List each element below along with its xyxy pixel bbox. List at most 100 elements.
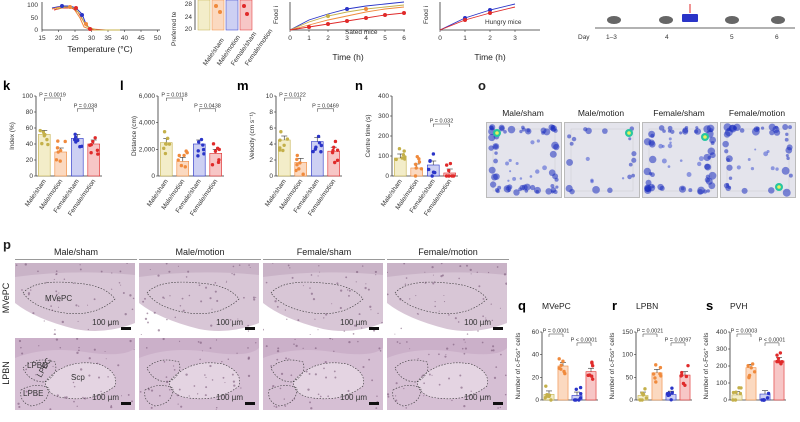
p-value: P = 0.0118: [161, 93, 187, 99]
data-point: [179, 163, 184, 168]
histology-row-label: MVePC: [1, 282, 11, 314]
day-label: Day: [578, 34, 590, 41]
heatmap-title: Female/motion: [728, 108, 786, 118]
data-point: [285, 137, 290, 141]
bar: [311, 141, 324, 177]
region-label: Scp: [71, 373, 85, 382]
temp-xtick: 50: [154, 35, 162, 42]
data-point: [654, 380, 658, 384]
sated-xtick: 4: [364, 35, 368, 42]
data-point: [201, 147, 206, 152]
food-ylabel: Food i: [273, 6, 280, 24]
data-point: [590, 360, 594, 364]
data-point: [202, 152, 206, 156]
scale-bar-label: 100 µm: [340, 393, 367, 402]
temp-xtick: 25: [71, 35, 79, 42]
data-point: [211, 142, 216, 146]
p-value: P = 0.0097: [665, 337, 692, 343]
data-point: [282, 143, 286, 147]
data-point: [417, 160, 422, 164]
temp-xtick: 30: [88, 35, 96, 42]
scale-bar-label: 100 µm: [216, 318, 243, 327]
activity-heatmap: [720, 122, 796, 198]
histology-column-title: Female/motion: [387, 247, 509, 260]
data-point: [578, 385, 583, 390]
heatmap-title: Male/sham: [502, 108, 544, 118]
data-point: [686, 363, 690, 368]
data-point: [183, 165, 187, 169]
y-tick-label: 6: [269, 125, 273, 132]
y-axis-label: Centre time (s): [365, 115, 372, 158]
data-point: [176, 158, 180, 162]
data-point: [427, 167, 431, 172]
data-point: [46, 142, 50, 147]
data-point: [451, 174, 456, 178]
bottom-charts: q r s MVePC LPBN PVH 0 20 40 60 Number of c-…: [515, 298, 786, 404]
data-point: [775, 359, 779, 364]
data-point: [430, 174, 434, 178]
temp-xtick: 20: [55, 35, 63, 42]
hungry-xtick: 3: [513, 35, 517, 42]
data-point: [574, 387, 578, 391]
pref-ytick: 28: [185, 1, 193, 8]
data-point: [414, 162, 418, 167]
data-point: [201, 143, 205, 147]
panel-label-o: o: [478, 78, 486, 93]
y-tick-label: 10: [266, 93, 274, 100]
data-point: [177, 153, 181, 158]
data-point: [447, 174, 451, 178]
p-value: P = 0.0469: [312, 103, 339, 109]
data-point: [301, 172, 305, 176]
y-tick-label: 20: [26, 157, 34, 164]
data-point: [669, 398, 673, 402]
data-point: [298, 161, 302, 165]
data-point: [734, 390, 738, 394]
data-point: [295, 157, 299, 162]
data-point: [559, 363, 563, 367]
p-value: P = 0.0003: [731, 329, 758, 335]
p-value: P = 0.0019: [39, 93, 66, 99]
hungry-food-plot: Food i 0 1 2 3 Time (h) Hungry mice: [423, 2, 540, 62]
histology-column-title: Female/sham: [263, 247, 385, 260]
y-tick-label: 60: [532, 329, 540, 336]
data-point: [196, 140, 201, 144]
data-point: [313, 147, 318, 151]
data-point: [210, 163, 215, 167]
scale-bar-label: 100 µm: [464, 318, 491, 327]
p-value: P = 0.0001: [543, 329, 570, 335]
activity-heatmap: [564, 122, 640, 198]
title-s: PVH: [730, 301, 747, 311]
data-point: [414, 166, 418, 170]
data-point: [277, 148, 282, 152]
data-point: [431, 152, 436, 156]
histology-row-label: LPBN: [1, 361, 11, 385]
panel-label-s: s: [706, 298, 713, 313]
y-tick-label: 200: [378, 133, 389, 140]
sated-xtick: 3: [345, 35, 349, 42]
data-point: [658, 365, 663, 370]
sated-xtick: 6: [402, 35, 406, 42]
hungry-xtick: 0: [438, 35, 442, 42]
data-point: [331, 148, 335, 153]
histology-image: 100 µm: [263, 263, 383, 335]
data-point: [544, 384, 548, 388]
y-tick-label: 20: [532, 374, 540, 381]
data-point: [765, 396, 770, 400]
top-strip: 100 50 0 15 20 25 30 35 40 45 50 Temperature (°…: [27, 0, 795, 67]
data-point: [579, 391, 583, 396]
data-point: [74, 140, 78, 144]
data-point: [196, 154, 200, 158]
panel-label-l: l: [120, 78, 124, 93]
data-point: [749, 366, 753, 370]
data-point: [319, 150, 323, 154]
data-point: [332, 145, 336, 150]
panel-label-p: p: [3, 237, 11, 252]
data-point: [413, 174, 418, 178]
day-1: 1–3: [606, 34, 617, 41]
y-tick-label: 50: [626, 374, 634, 381]
data-point: [643, 387, 647, 391]
data-point: [88, 143, 92, 147]
temp-ytick: 100: [27, 2, 38, 9]
temp-ytick: 50: [31, 15, 39, 22]
